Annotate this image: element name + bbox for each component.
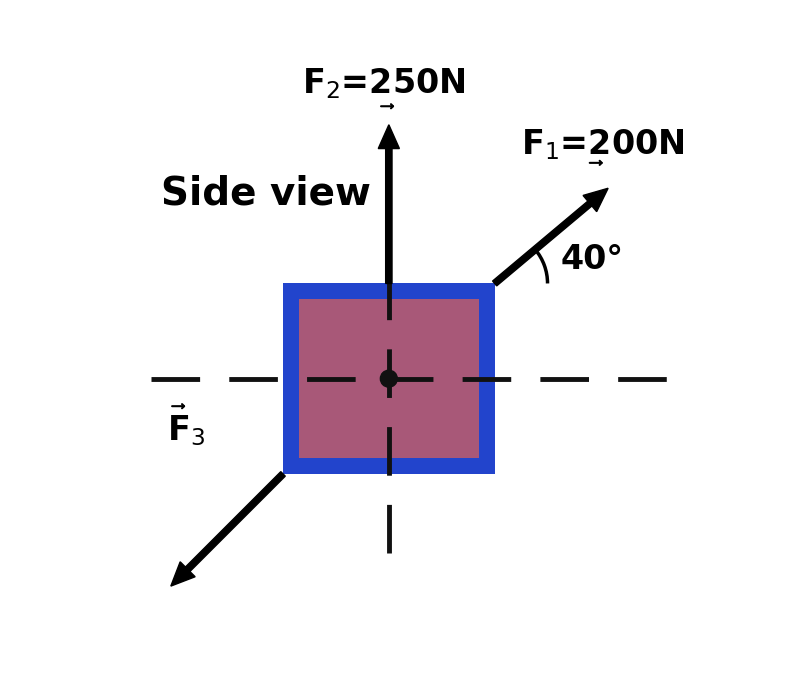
- Text: $\mathbf{F}_3$: $\mathbf{F}_3$: [166, 413, 205, 448]
- Circle shape: [380, 370, 398, 387]
- Text: $\mathbf{F}_1$=200N: $\mathbf{F}_1$=200N: [521, 127, 685, 162]
- Text: $\mathbf{F}_2$=250N: $\mathbf{F}_2$=250N: [302, 66, 466, 101]
- Text: Side view: Side view: [162, 174, 371, 212]
- FancyArrow shape: [171, 472, 286, 586]
- FancyArrow shape: [378, 125, 399, 284]
- FancyArrow shape: [493, 188, 608, 286]
- Text: 40°: 40°: [561, 243, 624, 275]
- Bar: [299, 300, 478, 458]
- Bar: [283, 284, 494, 474]
